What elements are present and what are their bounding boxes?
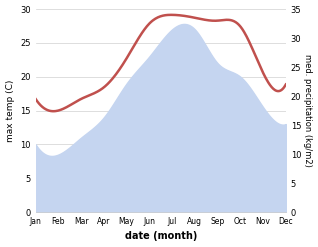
X-axis label: date (month): date (month) (125, 231, 197, 242)
Y-axis label: max temp (C): max temp (C) (5, 79, 15, 142)
Y-axis label: med. precipitation (kg/m2): med. precipitation (kg/m2) (303, 54, 313, 167)
